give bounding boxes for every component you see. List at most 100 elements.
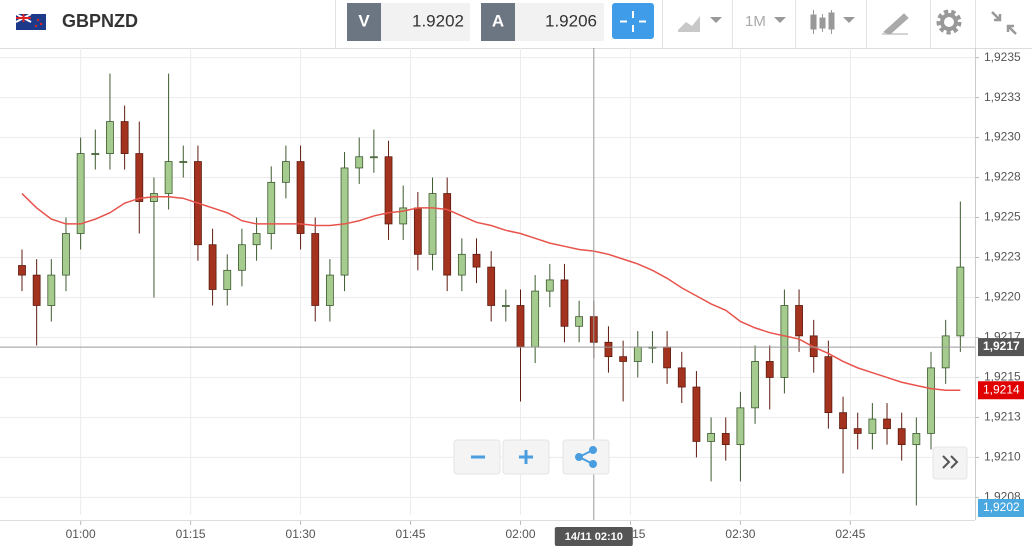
candle-body [76,153,85,234]
bid-price: 1.9202 [412,11,464,30]
y-tick-label: 1,9215 [984,370,1021,384]
candle-body [179,161,188,163]
overlay: 1,9217 14/11 02:10 1,9214 1,9202 [0,48,1024,546]
candle-body [707,433,715,442]
candle-body [369,156,378,159]
share-icon [575,446,597,468]
chart-type-button[interactable] [678,16,722,32]
candle-body [62,233,70,276]
crosshair-x-box [554,527,633,546]
candle-body [120,121,129,154]
candle-body [912,433,921,446]
candle-body [868,418,877,434]
candle-body [428,193,437,255]
bid-tag: V [358,11,370,30]
candle-body [839,412,847,430]
candle-body [633,346,642,362]
share-button[interactable] [562,439,610,475]
y-tick-label: 1,9223 [984,250,1021,264]
x-tick-label: 02:30 [725,527,755,541]
timeframe[interactable]: 1M [745,13,766,30]
symbol: GBPNZD [62,11,138,31]
x-tick-label: 01:15 [176,527,206,541]
crosshair-y-label: 1,9217 [983,339,1020,353]
y-tick-label: 1,9230 [984,130,1021,144]
scroll-right-button[interactable] [932,446,968,480]
candle-body [780,305,789,378]
candle-body [751,361,759,409]
candle-body [91,153,100,155]
ask-price: 1.9206 [545,11,597,30]
bid-box[interactable] [381,3,470,41]
flag [15,13,46,30]
x-tick-label: 01:00 [66,527,96,541]
candle-body [472,253,481,268]
candle-body [135,153,144,202]
candle-body [413,207,422,255]
crosshair-x-label: 14/11 02:10 [565,531,623,543]
candle-body [795,305,803,337]
y-tick-label: 1,9225 [984,210,1021,224]
plot-area: 1,9235 1,9233 1,9230 1,9228 1,9225 1,9223 1,92… [0,48,1021,541]
bid-price-box [978,499,1024,517]
candle-body [663,346,672,369]
scroll-icon [942,455,959,469]
crosshair-button[interactable] [612,3,654,39]
candle-body [296,161,305,234]
candle-body [736,407,745,446]
moving-average [21,193,961,392]
candle-body [883,418,891,430]
candle-body [18,265,26,276]
candle-body [956,266,965,337]
y-tick-label: 1,9213 [984,410,1021,424]
candle-body [677,367,686,388]
candle-body [531,290,540,348]
candle-body [516,305,525,348]
zoom-controls [453,439,968,480]
candle-body [824,356,833,414]
candle-body [941,335,950,369]
draw-button[interactable] [882,13,909,35]
candle-body [340,167,349,276]
ask-tag-box[interactable] [481,3,515,41]
x-tick-label: 01:30 [286,527,316,541]
candle-body [897,428,906,446]
candle-body [311,233,320,306]
candle-body [252,233,261,246]
y-tick-label: 1,9210 [984,450,1021,464]
candle-body [106,121,114,154]
candle-body [443,193,452,276]
candle-body [238,244,246,271]
y-tick-label: 1,9235 [984,50,1021,64]
dropdown-arrow [774,17,786,23]
last-price-box [978,381,1024,400]
bid-price-label: 1,9202 [983,500,1020,514]
ask-tag: A [492,11,504,30]
candle-body [355,156,364,169]
x-tick-label: 02:00 [505,527,535,541]
y-tick-label: 1,9228 [984,170,1021,184]
candle-body [267,181,276,234]
last-price-label: 1,9214 [983,382,1020,396]
bid-tag-box[interactable] [347,3,381,41]
candle-body [399,207,408,225]
crosshair-y-box [978,338,1024,357]
candle-body [853,428,862,434]
candle-body [765,361,774,378]
candle-body [282,161,290,183]
candle-body [927,367,935,434]
candle-body [164,161,173,194]
plus-icon [519,450,533,464]
candle-body [619,356,628,362]
candle-body [487,266,496,306]
x-tick-label: 01:45 [396,527,426,541]
candle-body [223,269,232,290]
settings-button[interactable] [936,9,962,35]
candle-body [575,316,584,327]
candle-body [457,253,466,276]
ask-box[interactable] [515,3,604,41]
collapse-button[interactable] [991,11,1017,35]
x-tick-label: 02:45 [835,527,865,541]
candle-style-button[interactable] [810,10,855,34]
